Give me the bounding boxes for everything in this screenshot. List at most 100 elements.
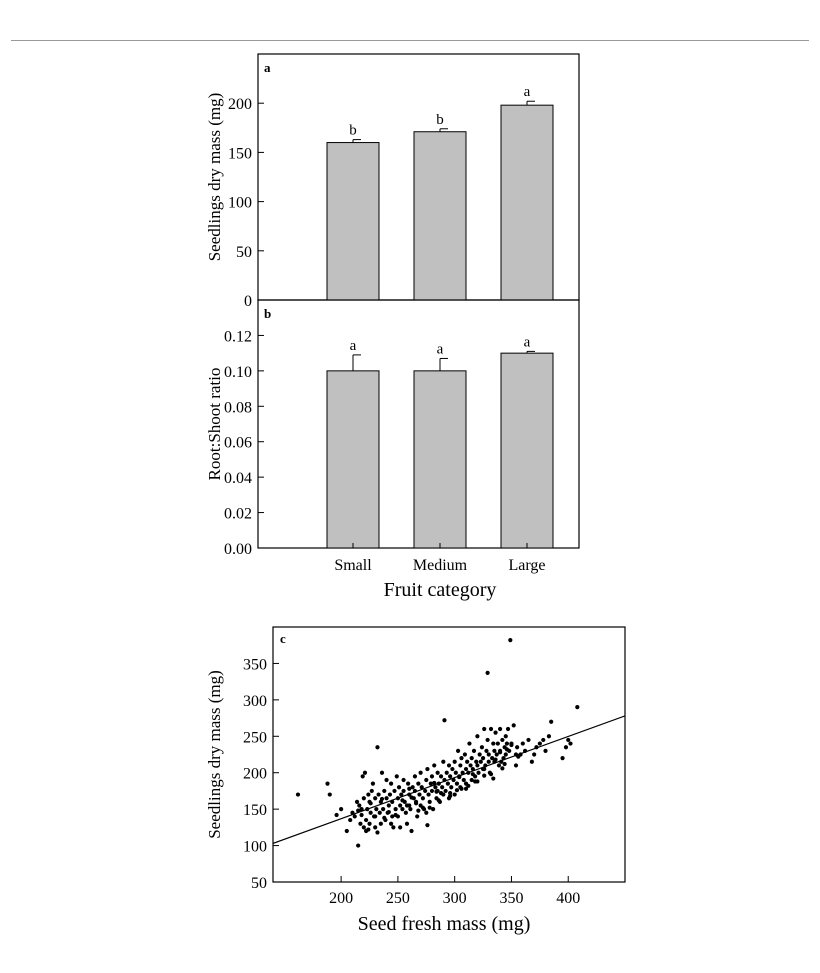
scatter-point — [367, 821, 372, 826]
scatter-point — [339, 807, 344, 812]
scatter-point — [376, 792, 381, 797]
scatter-point — [491, 741, 496, 746]
scatter-point — [497, 726, 503, 732]
significance-letter-a: b — [436, 112, 444, 128]
scatter-point — [407, 786, 412, 791]
x-tick-label-c: 350 — [499, 890, 523, 907]
scatter-point — [358, 821, 363, 826]
scatter-point — [365, 807, 370, 812]
x-tick-label-c: 400 — [556, 890, 580, 907]
scatter-point — [484, 748, 489, 753]
scatter-point — [368, 801, 373, 806]
scatter-point — [449, 785, 454, 790]
scatter-point — [511, 723, 516, 728]
scatter-point — [369, 788, 374, 794]
scatter-point — [404, 803, 410, 808]
bar-a-small — [326, 142, 380, 301]
scatter-point — [393, 812, 398, 818]
scatter-point — [408, 807, 413, 812]
scatter-point — [467, 741, 472, 746]
scatter-point — [441, 759, 446, 764]
scatter-point — [327, 792, 332, 797]
scatter-point — [440, 785, 445, 790]
scatter-point — [526, 737, 531, 743]
scatter-point — [428, 781, 433, 786]
scatter-point — [478, 759, 483, 764]
scatter-point — [388, 821, 394, 826]
scatter-point — [373, 796, 378, 801]
scatter-point — [360, 774, 365, 779]
scatter-point — [404, 821, 410, 826]
scatter-point — [366, 792, 371, 797]
scatter-point — [425, 823, 430, 828]
scatter-point — [423, 788, 428, 794]
scatter-point — [443, 788, 448, 794]
scatter-point — [473, 779, 478, 784]
scatter-point — [375, 745, 380, 750]
scatter-point — [448, 791, 453, 796]
scatter-point — [460, 770, 465, 775]
y-tick-label-a: 50 — [236, 244, 252, 261]
scatter-point — [379, 770, 385, 775]
significance-letter-b: a — [524, 334, 531, 350]
scatter-point — [409, 828, 414, 834]
y-tick-label-b: 0.12 — [224, 328, 252, 345]
scatter-point — [384, 777, 389, 783]
scatter-point — [359, 812, 364, 818]
scatter-point — [350, 810, 355, 815]
scatter-point — [413, 801, 419, 806]
scatter-point — [495, 741, 500, 746]
scatter-point — [361, 796, 366, 801]
scatter-point — [415, 814, 420, 819]
scatter-point — [493, 757, 498, 762]
scatter-point — [390, 814, 395, 819]
scatter-point — [436, 798, 441, 803]
x-tick-label-c: 250 — [386, 890, 410, 907]
scatter-point — [407, 792, 412, 797]
scatter-point — [410, 785, 415, 790]
scatter-point — [442, 777, 447, 783]
scatter-point — [325, 781, 330, 786]
scatter-point — [425, 766, 430, 772]
y-tick-label-c: 300 — [243, 693, 267, 710]
scatter-point — [459, 786, 464, 791]
scatter-point — [388, 781, 394, 786]
scatter-point — [482, 726, 487, 732]
scatter-point — [400, 798, 405, 803]
y-tick-label-b: 0.02 — [224, 506, 252, 523]
scatter-point — [479, 745, 485, 750]
scatter-point — [469, 777, 474, 783]
scatter-point — [509, 742, 514, 748]
scatter-point — [400, 807, 405, 812]
scatter-point — [364, 817, 369, 823]
scatter-point — [497, 750, 503, 755]
y-tick-label-a: 0 — [244, 293, 252, 310]
x-axis-label-c: Seed fresh mass (mg) — [358, 913, 531, 935]
scatter-point — [386, 809, 391, 815]
y-tick-label-c: 50 — [251, 875, 267, 892]
scatter-point — [485, 670, 490, 676]
scatter-point — [465, 759, 470, 764]
scatter-point — [356, 808, 361, 813]
bar-b-small — [326, 370, 380, 549]
scatter-point — [368, 810, 373, 815]
scatter-point — [461, 777, 466, 783]
scatter-point — [488, 772, 494, 777]
scatter-point — [549, 719, 554, 724]
scatter-point — [503, 752, 508, 757]
scatter-point — [398, 825, 403, 830]
panel-label-a: a — [264, 60, 271, 75]
scatter-point — [486, 759, 491, 764]
scatter-point — [475, 734, 480, 739]
x-tick-label-small: Small — [334, 557, 372, 574]
scatter-point — [344, 828, 349, 834]
panel-label-b: b — [264, 306, 271, 321]
bar-a-medium — [413, 131, 467, 301]
scatter-point — [295, 792, 301, 797]
scatter-point — [436, 781, 441, 786]
scatter-point — [504, 747, 510, 752]
scatter-point — [486, 752, 491, 757]
scatter-point — [352, 814, 357, 819]
scatter-point — [515, 745, 520, 750]
